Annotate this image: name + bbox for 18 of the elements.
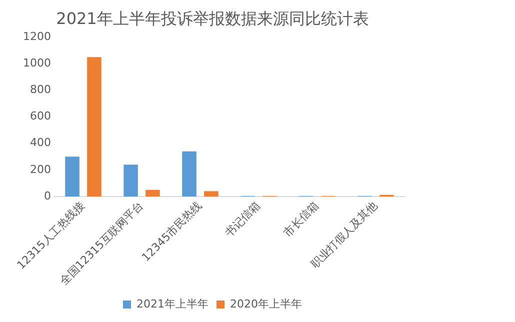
bar	[87, 57, 102, 196]
y-tick-label: 1200	[22, 30, 51, 44]
x-tick-label: 市长信箱	[281, 199, 322, 240]
bar	[182, 151, 196, 196]
y-tick-label: 200	[30, 162, 51, 176]
bar	[65, 156, 80, 196]
y-tick-label: 0	[44, 189, 51, 202]
bar	[204, 191, 218, 196]
y-tick-label: 400	[30, 136, 51, 150]
legend-label: 2020年上半年	[230, 297, 302, 310]
legend-label: 2021年上半年	[136, 297, 209, 310]
chart-title: 2021年上半年投诉举报数据来源同比统计表	[56, 8, 369, 28]
x-tick-label: 书记信箱	[222, 199, 263, 240]
y-tick-label: 600	[30, 110, 51, 123]
bar	[124, 164, 138, 196]
y-tick-label: 1000	[22, 56, 51, 70]
y-tick-label: 800	[30, 83, 51, 96]
bar	[146, 190, 160, 196]
